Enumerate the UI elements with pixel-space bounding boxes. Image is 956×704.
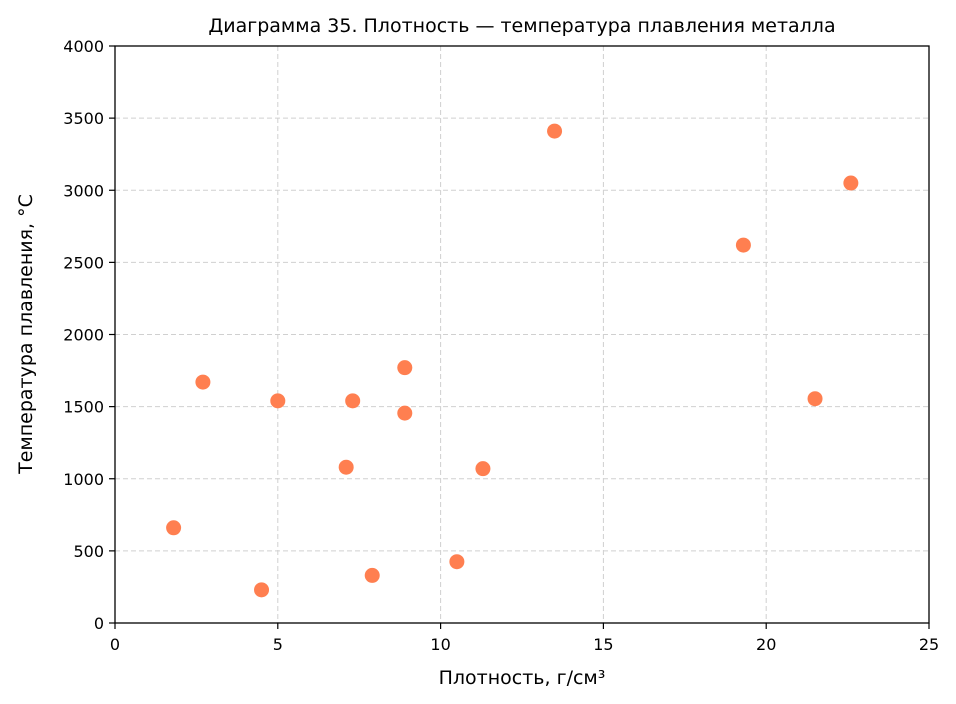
x-tick-label: 5: [273, 635, 283, 654]
data-point: [338, 459, 354, 475]
data-point: [547, 123, 563, 139]
data-point: [166, 520, 182, 536]
data-point: [254, 582, 270, 598]
data-point: [475, 461, 491, 477]
y-axis-label: Температура плавления, °C: [15, 194, 37, 475]
y-tick-label: 3000: [63, 181, 104, 200]
y-tick-label: 500: [73, 542, 104, 561]
data-point: [843, 175, 859, 191]
y-tick-label: 4000: [63, 37, 104, 56]
y-tick-label: 2500: [63, 253, 104, 272]
x-tick-label: 0: [110, 635, 120, 654]
y-tick-label: 2000: [63, 326, 104, 345]
x-tick-label: 20: [756, 635, 776, 654]
data-point: [345, 393, 361, 409]
chart-title: Диаграмма 35. Плотность — температура пл…: [208, 15, 835, 37]
data-points: [166, 123, 859, 598]
x-tick-label: 10: [430, 635, 450, 654]
x-axis-label: Плотность, г/см³: [439, 667, 606, 689]
data-point: [397, 405, 413, 421]
data-point: [735, 237, 751, 253]
data-point: [807, 391, 823, 407]
x-tick-label: 15: [593, 635, 613, 654]
grid: [115, 46, 929, 623]
y-tick-label: 1500: [63, 398, 104, 417]
data-point: [270, 393, 286, 409]
y-axis-ticks: 0 500 1000 1500 2000 2500 3000 3500 4000: [63, 37, 115, 633]
data-point: [449, 554, 465, 570]
data-point: [364, 567, 380, 583]
y-tick-label: 0: [94, 614, 104, 633]
data-point: [195, 374, 211, 390]
data-point: [397, 360, 413, 376]
x-tick-label: 25: [919, 635, 939, 654]
y-tick-label: 3500: [63, 109, 104, 128]
y-tick-label: 1000: [63, 470, 104, 489]
x-axis-ticks: 0 5 10 15 20 25: [110, 623, 939, 654]
